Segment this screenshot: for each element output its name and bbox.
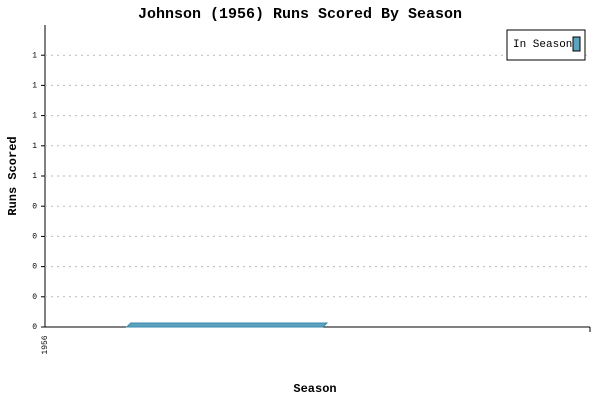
y-tick-label: 0 xyxy=(32,263,37,272)
bar xyxy=(125,322,329,328)
legend-label: In Season xyxy=(513,39,572,51)
legend-box xyxy=(506,29,586,61)
x-axis-label: Season xyxy=(293,382,336,396)
y-axis-label: Runs Scored xyxy=(6,136,20,215)
y-tick-label: 0 xyxy=(32,202,37,211)
y-tick-label: 1 xyxy=(32,142,37,151)
y-tick-label: 1 xyxy=(32,172,37,181)
y-tick-label: 0 xyxy=(32,323,37,332)
y-tick-label: 1 xyxy=(32,112,37,121)
legend-swatch xyxy=(572,36,581,52)
chart-title: Johnson (1956) Runs Scored By Season xyxy=(138,6,462,23)
y-tick-label: 0 xyxy=(32,293,37,302)
y-tick-label: 1 xyxy=(32,51,37,60)
y-tick-label: 1 xyxy=(32,82,37,91)
x-tick-label: 1956 xyxy=(41,335,50,354)
y-tick-label: 0 xyxy=(32,233,37,242)
